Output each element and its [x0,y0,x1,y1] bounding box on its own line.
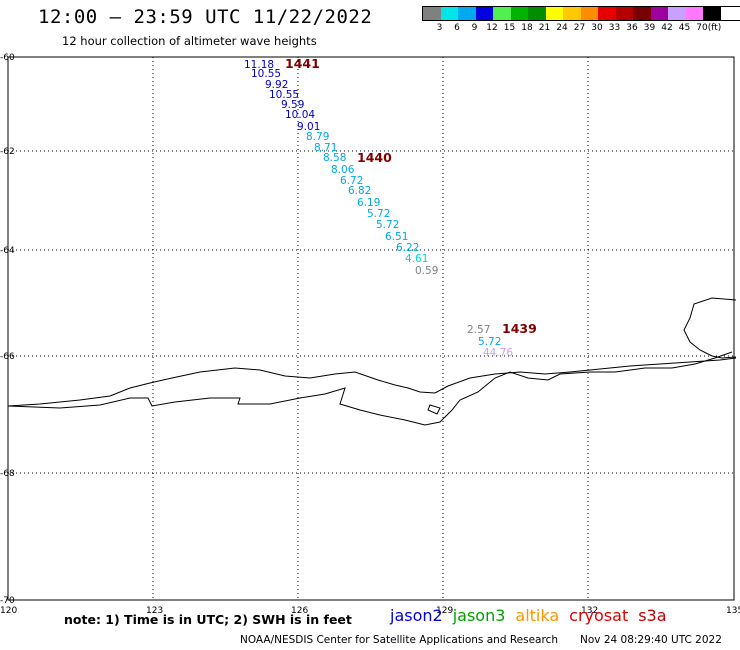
coastline-shelf [7,351,733,426]
legend-swatch [668,7,686,20]
credit-text: NOAA/NESDIS Center for Satellite Applica… [240,634,558,646]
observation-labels: 11.1810.559.9210.559.5910.049.018.798.71… [244,59,513,359]
legend-label: 42 [661,23,673,33]
latitude-tick-label: -70 [0,596,15,606]
antarctic-coastline [7,357,737,407]
wave-height-label: 5.72 [367,208,390,220]
wave-height-label: 6.19 [357,197,380,209]
longitude-tick-label: 135 [726,606,740,616]
legend-labels: 3 6 9 12 15 18 21 24 27 30 33 36 39 42 45 70 (ft) [422,21,740,35]
pass-number-label: 1440 [357,150,392,165]
wave-height-label: 6.22 [396,242,419,254]
legend-label: 6 [454,23,460,33]
mission-legend: jason2 jason3 altika cryosat s3a [390,606,677,625]
legend-swatch [475,7,493,20]
legend-label: 3 [436,23,443,33]
map-subtitle: 12 hour collection of altimeter wave hei… [62,34,317,48]
legend-swatch [528,7,546,20]
mission-s3a: s3a [638,606,667,625]
legend-swatch [615,7,633,20]
wave-height-label: 10.04 [285,109,315,121]
legend-swatch [458,7,476,20]
wave-height-label: 44.76 [483,347,513,359]
mission-cryosat: cryosat [569,606,629,625]
map-title: 12:00 – 23:59 UTC 11/22/2022 [38,6,373,28]
mission-altika: altika [515,606,560,625]
footer-note: note: 1) Time is in UTC; 2) SWH is in fe… [64,612,352,627]
wave-height-label: 8.79 [306,131,329,143]
longitude-tick-label: 126 [291,606,308,616]
wave-height-label: 2.57 [467,324,490,336]
generated-timestamp: Nov 24 08:29:40 UTC 2022 [580,634,722,646]
coastline-inlet [427,404,441,415]
wave-height-legend: 3 6 9 12 15 18 21 24 27 30 33 36 39 42 45 70 (ft) [422,6,740,35]
legend-swatch [685,7,703,20]
wave-height-label: 8.58 [323,152,346,164]
legend-swatch [563,7,581,20]
latitude-tick-label: -66 [0,352,15,362]
coastline-right-lobe [683,297,737,359]
legend-label: 15 [503,23,516,33]
mission-jason2: jason2 [390,606,443,625]
legend-swatch [703,7,721,20]
legend-label: 33 [608,23,621,33]
plot-frame [7,56,735,601]
longitude-tick-label: 123 [146,606,163,616]
longitude-tick-label: 120 [0,606,17,616]
wave-height-label: 6.82 [348,185,371,197]
legend-label: 27 [573,23,586,33]
legend-swatch [580,7,598,20]
legend-swatch [493,7,511,20]
legend-label: 24 [556,23,568,33]
legend-swatch [545,7,563,20]
wave-height-label: 11.18 [244,59,274,71]
wave-height-label: 8.71 [314,142,337,154]
graticule: 120 123 126 129 132 135 -60 -62 -64 -66 -68 -70 [0,53,740,616]
wave-height-label: 10.55 [269,89,299,101]
legend-swatch [423,7,441,20]
wave-height-label: 8.06 [331,164,355,176]
latitude-tick-label: -62 [0,147,15,157]
legend-label: 36 [626,23,638,33]
latitude-tick-label: -68 [0,469,15,479]
wave-height-label: 9.59 [281,99,304,111]
wave-height-label: 9.01 [297,121,320,133]
wave-height-label: 5.72 [478,336,501,348]
pass-number-label: 1441 [285,56,320,71]
wave-height-label: 0.59 [415,265,438,277]
legend-swatch [510,7,528,20]
legend-swatch [633,7,651,20]
mission-jason3: jason3 [452,606,506,625]
wave-height-label: 6.72 [340,175,363,187]
legend-label: 70 [696,23,708,33]
legend-label: 9 [471,23,478,33]
latitude-tick-label: -64 [0,246,15,256]
legend-swatch [650,7,668,20]
legend-label: 18 [521,23,533,33]
wave-height-label: 5.72 [376,219,399,231]
wave-height-label: 6.51 [385,231,408,243]
wave-height-label: 10.55 [251,68,281,80]
wave-height-label: 9.92 [265,79,288,91]
legend-label: 45 [678,23,691,33]
wave-height-label: 4.61 [405,253,428,265]
pass-labels: 1441 1440 1439 [285,56,537,336]
latitude-tick-label: -60 [0,53,15,63]
longitude-tick-label: 132 [581,606,598,616]
legend-swatch [598,7,616,20]
legend-label: 12 [486,23,498,33]
legend-label: 30 [591,23,603,33]
legend-label: 39 [643,23,656,33]
legend-label: 21 [538,23,551,33]
legend-swatch [440,7,458,20]
legend-label: (ft) [707,23,722,33]
longitude-tick-label: 129 [436,606,453,616]
legend-swatches [422,6,740,21]
pass-number-label: 1439 [502,321,537,336]
